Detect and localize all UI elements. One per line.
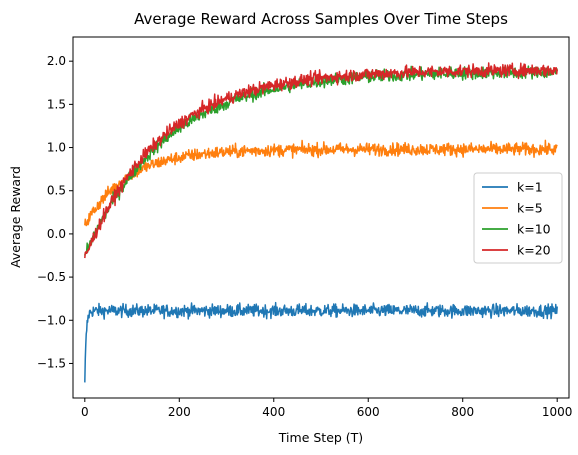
x-axis: 0 200 400 600 800 1000	[81, 398, 572, 419]
y-axis-label: Average Reward	[8, 166, 23, 268]
x-axis-label: Time Step (T)	[278, 430, 363, 445]
legend-label: k=5	[517, 201, 543, 216]
y-tick-label: 1.0	[47, 141, 66, 155]
x-tick-label: 800	[451, 405, 474, 419]
y-tick-label: −0.5	[37, 270, 66, 284]
x-tick-label: 0	[81, 405, 89, 419]
x-tick-label: 200	[168, 405, 191, 419]
legend-box	[473, 172, 563, 264]
plot-frame	[72, 36, 570, 399]
y-tick-label: 1.5	[47, 97, 66, 111]
x-tick-label: 400	[262, 405, 285, 419]
chart-title: Average Reward Across Samples Over Time …	[134, 10, 508, 28]
series-line-k5	[84, 139, 558, 227]
y-tick-label: 0.0	[47, 227, 66, 241]
series-line-k20	[84, 62, 558, 259]
series-line-k1	[84, 301, 558, 383]
y-tick-label: −1.5	[37, 356, 66, 370]
legend-label: k=10	[517, 222, 551, 237]
y-tick-label: 2.0	[47, 54, 66, 68]
x-tick-label: 600	[357, 405, 380, 419]
x-tick-label: 1000	[542, 405, 573, 419]
y-tick-label: −1.0	[37, 313, 66, 327]
legend: k=1 k=5 k=10 k=20	[473, 172, 563, 264]
y-tick-label: 0.5	[47, 184, 66, 198]
legend-label: k=20	[517, 243, 551, 258]
series-layer	[84, 62, 558, 383]
legend-label: k=1	[517, 180, 543, 195]
y-axis: −1.5 −1.0 −0.5 0.0 0.5 1.0 1.5 2.0	[37, 54, 73, 370]
